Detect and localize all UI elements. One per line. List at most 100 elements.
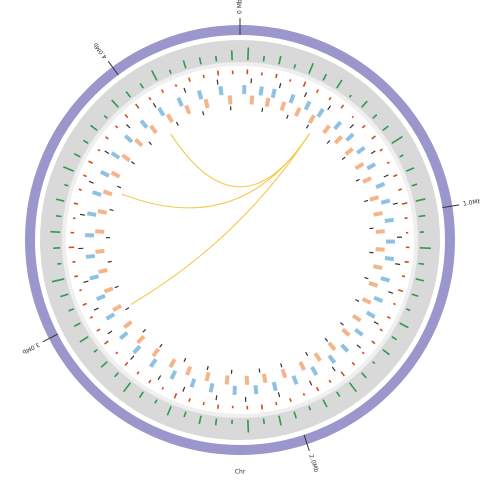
track-bar (188, 77, 191, 82)
feature (384, 256, 395, 262)
track-bar (302, 81, 307, 87)
track-bar (372, 361, 376, 365)
feature (185, 365, 193, 376)
track-bar (188, 398, 191, 402)
track-bar (124, 113, 129, 119)
feature (112, 304, 122, 312)
track-bar (216, 404, 220, 409)
track-bar (418, 214, 426, 218)
feature (331, 366, 336, 372)
feature (288, 93, 296, 104)
feature (132, 344, 142, 355)
feature (356, 145, 366, 155)
track-bar (391, 135, 403, 144)
feature (227, 95, 233, 105)
track-bar (173, 393, 178, 399)
feature (95, 249, 105, 254)
track-bar (336, 79, 343, 89)
feature (375, 247, 385, 252)
track-bar (97, 148, 101, 152)
feature (291, 375, 299, 386)
feature (253, 384, 259, 395)
x-tick-label: 0 Mb (237, 0, 244, 14)
x-tick (107, 61, 119, 76)
feature (249, 95, 255, 105)
track-bar (386, 161, 390, 165)
feature (277, 392, 281, 398)
feature (380, 198, 391, 205)
feature (196, 90, 204, 100)
track-bar (405, 308, 411, 312)
feature (176, 97, 184, 107)
track-bar (148, 97, 152, 101)
feature (91, 190, 102, 197)
track-bar (68, 308, 75, 312)
track-bar (93, 348, 98, 353)
track-bar (79, 336, 89, 343)
link (121, 133, 310, 209)
feature (298, 361, 307, 371)
feature (114, 285, 119, 289)
feature (98, 268, 108, 274)
track-bar (115, 351, 119, 355)
track-bar (411, 183, 418, 187)
inner-band (62, 62, 418, 418)
track-bar (348, 94, 352, 98)
feature (157, 375, 162, 381)
feature (355, 178, 360, 182)
gray-band (40, 40, 440, 440)
feature (157, 106, 166, 117)
feature (95, 229, 105, 234)
feature (126, 124, 131, 129)
track-bar (73, 152, 81, 158)
track-bar (57, 262, 62, 265)
feature (373, 264, 383, 270)
track-bar (138, 391, 144, 399)
track-bar (214, 55, 218, 62)
track-bar (151, 70, 158, 81)
feature (373, 211, 383, 217)
feature (107, 330, 113, 335)
track-bar (401, 202, 408, 205)
track-bar (361, 372, 367, 379)
feature (368, 281, 379, 288)
feature (261, 107, 264, 112)
track-bar (183, 411, 187, 418)
feature (102, 189, 113, 197)
feature (218, 85, 224, 96)
track-bar (247, 47, 250, 61)
track-bar (154, 399, 158, 404)
feature (313, 352, 322, 362)
feature (341, 327, 351, 337)
feature (305, 124, 310, 129)
track-bar (379, 328, 383, 332)
track-bar (372, 114, 378, 119)
track-bar (202, 401, 205, 406)
feature (356, 344, 362, 349)
track-bar (351, 361, 356, 366)
track-bar (289, 79, 292, 82)
track-bar (382, 125, 389, 132)
feature (175, 121, 179, 126)
feature (151, 347, 161, 358)
track-bar (328, 379, 332, 383)
feature (333, 120, 343, 131)
feature (139, 119, 149, 129)
feature (373, 321, 379, 325)
track-bar (361, 100, 368, 108)
track-bar (160, 89, 165, 94)
track-bar (182, 60, 187, 69)
feature (206, 365, 209, 371)
feature (215, 395, 218, 401)
feature (366, 162, 377, 171)
feature (264, 97, 271, 108)
track-bar (83, 174, 87, 178)
feature (121, 153, 131, 163)
feature (324, 337, 329, 342)
feature (123, 320, 133, 329)
track-bar (302, 393, 306, 396)
feature (86, 211, 97, 217)
track-bar (63, 166, 75, 172)
feature (354, 327, 364, 337)
feature (79, 213, 86, 216)
